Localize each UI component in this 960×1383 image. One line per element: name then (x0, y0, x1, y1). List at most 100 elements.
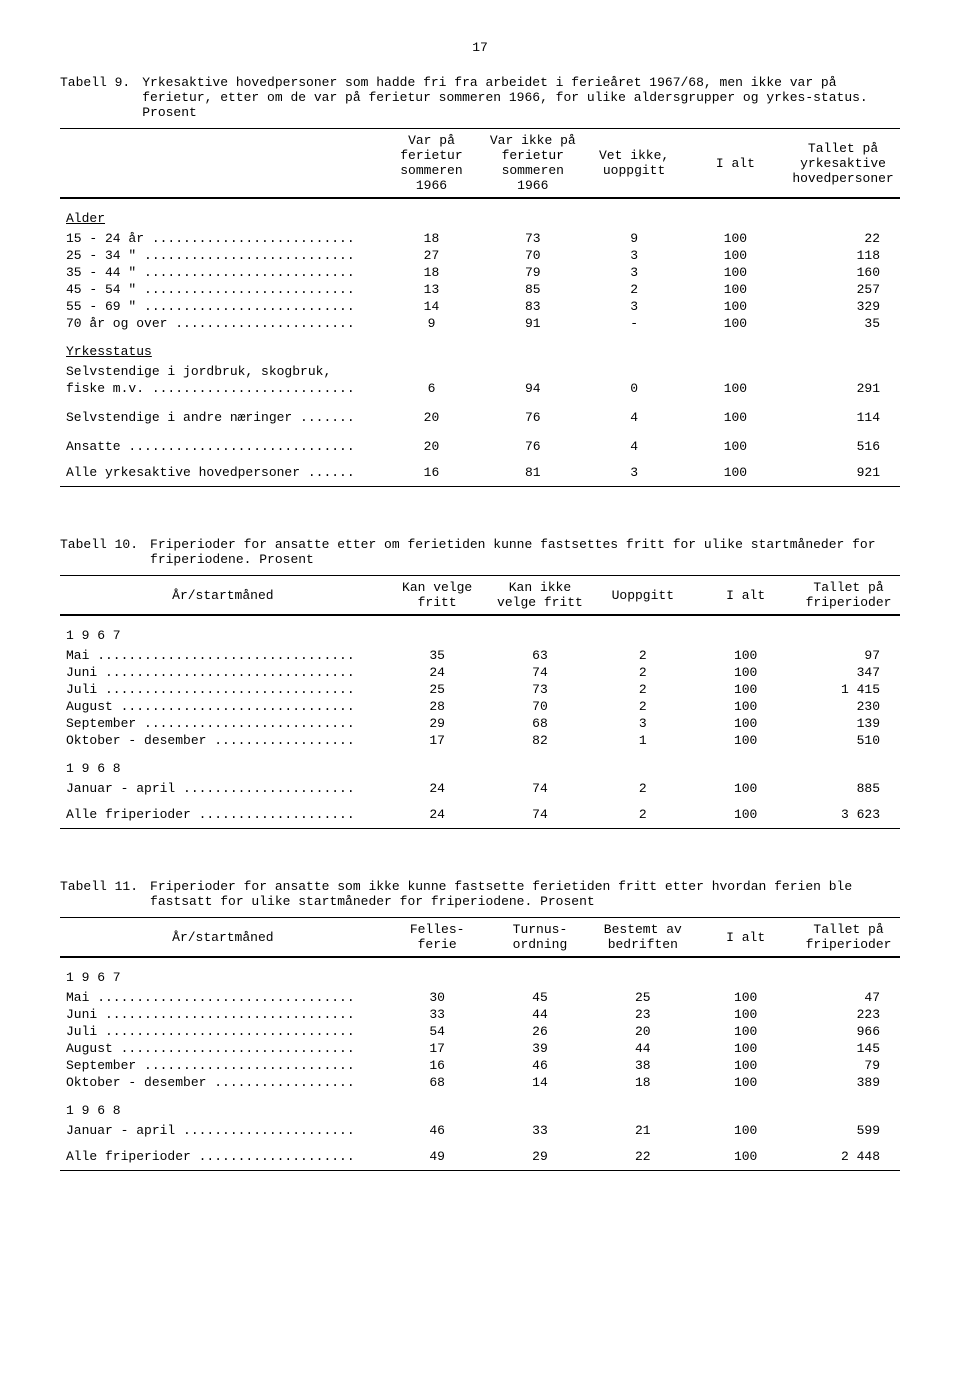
cell: 22 (786, 230, 900, 247)
cell: 81 (482, 455, 583, 487)
cell: 100 (694, 715, 797, 732)
table10-h3: Uoppgitt (591, 576, 694, 615)
cell: 2 448 (797, 1139, 900, 1171)
cell: 4 (583, 438, 684, 455)
cell: 21 (591, 1122, 694, 1139)
cell: 70 (489, 698, 592, 715)
cell: 17 (386, 1040, 489, 1057)
cell: 9 (583, 230, 684, 247)
table10-label: Tabell 10. (60, 537, 150, 567)
cell: 4 (583, 409, 684, 426)
table11-h3: Bestemt av bedriften (591, 918, 694, 957)
cell: - (583, 315, 684, 332)
cell: 28 (386, 698, 489, 715)
cell: 76 (482, 409, 583, 426)
section-header: 1 9 6 7 (60, 958, 900, 990)
cell: 20 (591, 1023, 694, 1040)
section-header: 1 9 6 8 (60, 749, 900, 780)
cell: 47 (797, 989, 900, 1006)
cell: 1 (591, 732, 694, 749)
cell: 2 (591, 698, 694, 715)
cell: 17 (386, 732, 489, 749)
cell: 14 (381, 298, 482, 315)
cell: 100 (694, 780, 797, 797)
cell: 44 (591, 1040, 694, 1057)
row-label: 55 - 69 " ........................... (60, 298, 381, 315)
cell: 45 (489, 989, 592, 1006)
cell: 100 (685, 438, 786, 455)
cell: 100 (694, 1023, 797, 1040)
cell: 139 (797, 715, 900, 732)
row-label: 15 - 24 år .......................... (60, 230, 381, 247)
cell: 97 (797, 647, 900, 664)
cell: 85 (482, 281, 583, 298)
row-label: Selvstendige i jordbruk, skogbruk, (60, 363, 900, 380)
table11-h2: Turnus-ordning (489, 918, 592, 957)
table10-h5: Tallet på friperioder (797, 576, 900, 615)
cell: 26 (489, 1023, 592, 1040)
cell: 44 (489, 1006, 592, 1023)
cell: 100 (694, 1139, 797, 1171)
table10-caption-text: Friperioder for ansatte etter om ferieti… (150, 537, 900, 567)
table9: Var på ferietur sommeren 1966 Var ikke p… (60, 128, 900, 487)
cell: 329 (786, 298, 900, 315)
cell: 20 (381, 438, 482, 455)
table9-h3: Vet ikke, uoppgitt (583, 129, 684, 198)
cell: 76 (482, 438, 583, 455)
cell: 9 (381, 315, 482, 332)
cell: 2 (591, 780, 694, 797)
cell: 2 (591, 647, 694, 664)
cell: 3 (583, 298, 684, 315)
cell: 49 (386, 1139, 489, 1171)
table11-h5: Tallet på friperioder (797, 918, 900, 957)
cell: 22 (591, 1139, 694, 1171)
section-header: Yrkesstatus (60, 332, 900, 363)
table9-h5: Tallet på yrkesaktive hovedpersoner (786, 129, 900, 198)
cell: 23 (591, 1006, 694, 1023)
row-label: Juni ................................ (60, 1006, 386, 1023)
cell: 18 (381, 230, 482, 247)
row-label: Alle friperioder .................... (60, 797, 386, 829)
table9-caption: Tabell 9. Yrkesaktive hovedpersoner som … (60, 75, 900, 120)
cell: 885 (797, 780, 900, 797)
table9-h4: I alt (685, 129, 786, 198)
cell: 100 (685, 315, 786, 332)
cell: 33 (489, 1122, 592, 1139)
cell: 516 (786, 438, 900, 455)
cell: 100 (694, 1122, 797, 1139)
cell: 3 (591, 715, 694, 732)
table9-h1: Var på ferietur sommeren 1966 (381, 129, 482, 198)
cell: 160 (786, 264, 900, 281)
row-label: Mai ................................. (60, 647, 386, 664)
row-label: Juli ................................ (60, 681, 386, 698)
table11-h1: Felles-ferie (386, 918, 489, 957)
row-label: Januar - april ...................... (60, 1122, 386, 1139)
row-label: Ansatte ............................. (60, 438, 381, 455)
cell: 100 (685, 264, 786, 281)
cell: 79 (482, 264, 583, 281)
cell: 74 (489, 664, 592, 681)
cell: 100 (685, 230, 786, 247)
cell: 100 (694, 989, 797, 1006)
section-header: 1 9 6 7 (60, 616, 900, 648)
cell: 29 (386, 715, 489, 732)
table11-caption-text: Friperioder for ansatte som ikke kunne f… (150, 879, 900, 909)
cell: 16 (386, 1057, 489, 1074)
cell: 38 (591, 1057, 694, 1074)
cell: 3 (583, 455, 684, 487)
cell: 118 (786, 247, 900, 264)
cell: 2 (591, 797, 694, 829)
cell: 20 (381, 409, 482, 426)
cell: 100 (694, 797, 797, 829)
row-label: Oktober - desember .................. (60, 1074, 386, 1091)
cell: 100 (694, 1006, 797, 1023)
cell: 70 (482, 247, 583, 264)
row-label: Alle friperioder .................... (60, 1139, 386, 1171)
cell: 74 (489, 797, 592, 829)
cell: 33 (386, 1006, 489, 1023)
table10-h2: Kan ikke velge fritt (489, 576, 592, 615)
row-label: Mai ................................. (60, 989, 386, 1006)
row-label: August .............................. (60, 698, 386, 715)
cell: 82 (489, 732, 592, 749)
row-label: Juli ................................ (60, 1023, 386, 1040)
